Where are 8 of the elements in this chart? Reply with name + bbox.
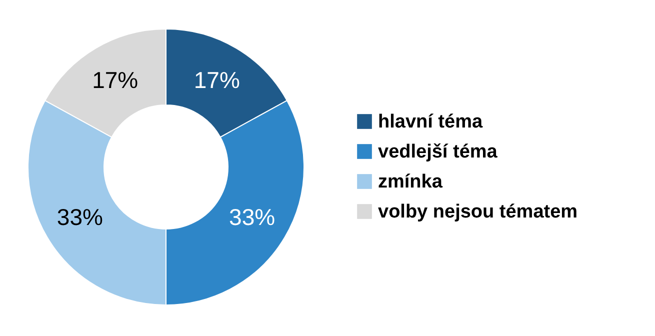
legend-label: zmínka [378,172,443,192]
legend-label: vedlejší téma [378,142,498,162]
legend-label: volby nejsou tématem [378,202,578,222]
legend-label: hlavní téma [378,112,483,132]
data-label: 33% [229,204,276,230]
data-label: 17% [194,66,240,93]
data-label: 33% [56,204,103,230]
data-label: 17% [92,66,138,93]
